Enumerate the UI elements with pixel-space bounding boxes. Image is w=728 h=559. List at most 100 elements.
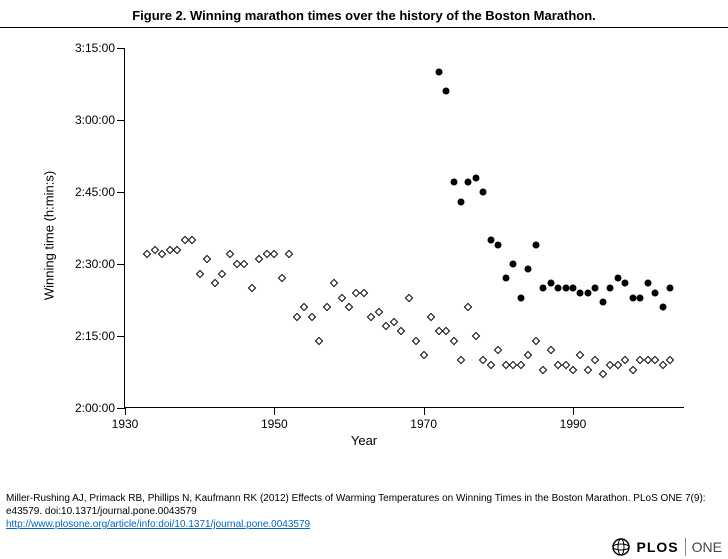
data-point-men (188, 236, 196, 244)
data-point-men (315, 337, 323, 345)
y-tick (117, 192, 125, 193)
y-tick-label: 2:30:00 (75, 257, 115, 271)
y-tick (117, 336, 125, 337)
x-tick (125, 407, 126, 415)
data-point-women (652, 289, 659, 296)
data-point-men (225, 250, 233, 258)
x-tick-label: 1970 (410, 417, 437, 431)
y-tick (117, 48, 125, 49)
figure-title: Figure 2. Winning marathon times over th… (0, 0, 728, 28)
data-point-women (562, 285, 569, 292)
data-point-men (457, 356, 465, 364)
y-tick-label: 3:15:00 (75, 41, 115, 55)
data-point-men (449, 337, 457, 345)
data-point-women (532, 241, 539, 248)
data-point-men (345, 303, 353, 311)
data-point-women (592, 285, 599, 292)
x-axis-title: Year (351, 433, 377, 448)
data-point-men (531, 337, 539, 345)
data-point-men (382, 322, 390, 330)
data-point-men (472, 332, 480, 340)
data-point-women (599, 299, 606, 306)
data-point-men (270, 250, 278, 258)
data-point-men (516, 361, 524, 369)
data-point-men (591, 356, 599, 364)
data-point-men (195, 269, 203, 277)
plos-text: PLOS (637, 539, 679, 555)
data-point-women (584, 289, 591, 296)
logo-divider (685, 538, 686, 556)
plot-area: 2:00:002:15:002:30:002:45:003:00:003:15:… (124, 48, 684, 408)
data-point-men (412, 337, 420, 345)
data-point-women (547, 280, 554, 287)
data-point-women (555, 285, 562, 292)
data-point-men (367, 313, 375, 321)
data-point-men (173, 245, 181, 253)
data-point-women (450, 179, 457, 186)
data-point-men (599, 370, 607, 378)
data-point-women (637, 294, 644, 301)
citation-link[interactable]: http://www.plosone.org/article/info:doi/… (6, 519, 310, 530)
data-point-women (644, 280, 651, 287)
data-point-women (525, 265, 532, 272)
data-point-men (255, 255, 263, 263)
x-tick (274, 407, 275, 415)
data-point-men (479, 356, 487, 364)
data-point-men (307, 313, 315, 321)
data-point-women (659, 304, 666, 311)
data-point-men (658, 361, 666, 369)
x-tick (573, 407, 574, 415)
data-point-men (464, 303, 472, 311)
data-point-women (443, 88, 450, 95)
y-tick (117, 120, 125, 121)
data-point-men (546, 346, 554, 354)
x-tick-label: 1990 (560, 417, 587, 431)
data-point-men (494, 346, 502, 354)
data-point-women (472, 174, 479, 181)
y-tick (117, 408, 125, 409)
x-tick-label: 1950 (261, 417, 288, 431)
y-tick-label: 3:00:00 (75, 113, 115, 127)
data-point-women (502, 275, 509, 282)
data-point-men (539, 365, 547, 373)
data-point-men (375, 308, 383, 316)
data-point-men (248, 284, 256, 292)
data-point-men (143, 250, 151, 258)
data-point-men (569, 365, 577, 373)
y-tick-label: 2:00:00 (75, 401, 115, 415)
data-point-men (360, 289, 368, 297)
data-point-men (666, 356, 674, 364)
citation: Miller-Rushing AJ, Primack RB, Phillips … (6, 492, 722, 531)
data-point-women (577, 289, 584, 296)
data-point-women (480, 189, 487, 196)
data-point-men (487, 361, 495, 369)
y-tick-label: 2:15:00 (75, 329, 115, 343)
data-point-men (614, 361, 622, 369)
one-text: ONE (692, 539, 722, 555)
data-point-men (561, 361, 569, 369)
data-point-women (570, 285, 577, 292)
plos-globe-icon (611, 537, 631, 557)
data-point-women (487, 237, 494, 244)
data-point-men (203, 255, 211, 263)
data-point-women (458, 198, 465, 205)
data-point-women (435, 69, 442, 76)
data-point-women (510, 261, 517, 268)
data-point-women (517, 294, 524, 301)
data-point-women (667, 285, 674, 292)
data-point-women (622, 280, 629, 287)
data-point-men (397, 327, 405, 335)
data-point-women (607, 285, 614, 292)
data-point-men (427, 313, 435, 321)
data-point-men (404, 293, 412, 301)
data-point-men (337, 293, 345, 301)
data-point-men (584, 365, 592, 373)
data-point-men (651, 356, 659, 364)
chart-container: 2:00:002:15:002:30:002:45:003:00:003:15:… (24, 38, 704, 458)
data-point-men (628, 365, 636, 373)
data-point-women (495, 241, 502, 248)
data-point-men (292, 313, 300, 321)
data-point-men (218, 269, 226, 277)
y-tick (117, 264, 125, 265)
data-point-women (540, 285, 547, 292)
